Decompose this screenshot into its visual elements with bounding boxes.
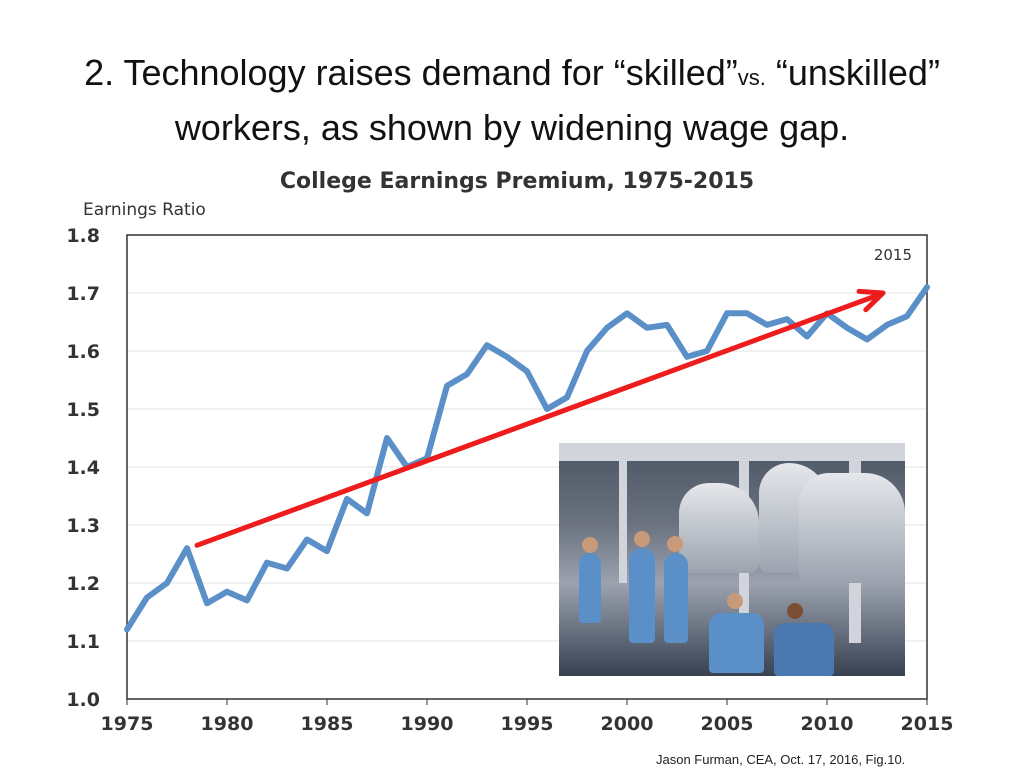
y-axis-title: Earnings Ratio (83, 200, 206, 220)
y-tick-label: 1.6 (66, 341, 100, 363)
source-citation: Jason Furman, CEA, Oct. 17, 2016, Fig.10… (656, 752, 906, 767)
y-tick-label: 1.4 (66, 457, 100, 479)
slide-title-line2: workers, as shown by widening wage gap. (174, 107, 850, 148)
end-year-annotation: 2015 (874, 246, 912, 264)
x-tick-label: 1990 (401, 713, 454, 735)
trend-arrow-head (856, 288, 886, 313)
y-tick-label: 1.2 (66, 573, 100, 595)
slide-title: 2. Technology raises demand for “skilled… (20, 48, 1004, 153)
x-tick-label: 1995 (501, 713, 554, 735)
y-tick-label: 1.8 (66, 225, 100, 247)
y-tick-label: 1.7 (66, 283, 100, 305)
y-tick-label: 1.1 (66, 631, 100, 653)
chart-title: College Earnings Premium, 1975-2015 (280, 169, 754, 194)
x-tick-label: 2000 (601, 713, 654, 735)
x-tick-label: 1985 (301, 713, 354, 735)
slide-title-line1: 2. Technology raises demand for “skilled… (84, 52, 940, 93)
plot-frame (126, 234, 928, 700)
x-tick-label: 2005 (701, 713, 754, 735)
x-tick-label: 1975 (101, 713, 154, 735)
x-tick-label: 2015 (901, 713, 954, 735)
factory-assembly-line-photo (559, 443, 905, 676)
y-tick-label: 1.3 (66, 515, 100, 537)
y-tick-label: 1.0 (66, 689, 100, 711)
y-tick-label: 1.5 (66, 399, 100, 421)
x-tick-label: 1980 (201, 713, 254, 735)
trend-arrow-shaft (194, 293, 880, 548)
x-tick-label: 2010 (801, 713, 854, 735)
